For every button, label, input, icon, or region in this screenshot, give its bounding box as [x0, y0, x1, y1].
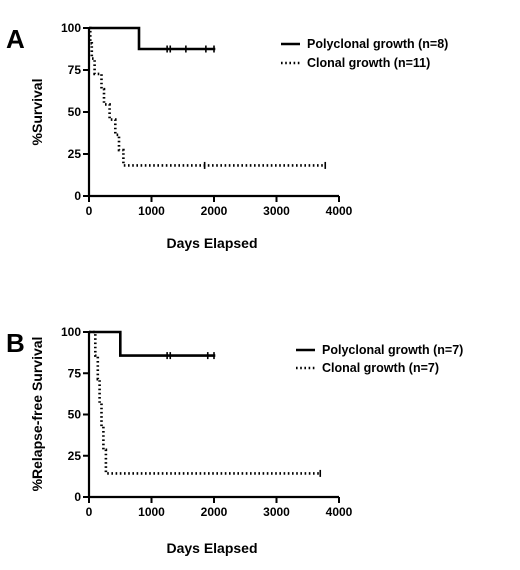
- y-tick-label-b: 0: [74, 490, 81, 504]
- series-line-polyclonal-b: [89, 330, 216, 357]
- x-tick-label-b: 2000: [201, 505, 228, 519]
- legend-label-clonal-a: Clonal growth (n=11): [307, 56, 430, 70]
- y-tick-label-b: 100: [61, 325, 81, 339]
- x-axis-title-b: Days Elapsed: [166, 540, 257, 556]
- legend-a: Polyclonal growth (n=8) Clonal growth (n…: [281, 37, 448, 70]
- panel-label-b: B: [6, 328, 25, 358]
- x-tick-label-a: 3000: [263, 204, 290, 218]
- y-tick-label-a: 75: [68, 63, 82, 77]
- y-axis-title-a: %Survival: [29, 79, 45, 146]
- legend-b: Polyclonal growth (n=7) Clonal growth (n…: [296, 343, 463, 375]
- x-tick-label-a: 0: [86, 204, 93, 218]
- x-tick-label-b: 1000: [138, 505, 165, 519]
- panel-b: B %Relapse-free Survival Days Elapsed 0 2…: [6, 325, 463, 556]
- legend-label-clonal-b: Clonal growth (n=7): [322, 361, 439, 375]
- legend-label-polyclonal-a: Polyclonal growth (n=8): [307, 37, 448, 51]
- x-tick-label-a: 4000: [326, 204, 353, 218]
- y-tick-label-b: 75: [68, 366, 82, 380]
- series-line-polyclonal-a: [89, 26, 216, 51]
- panel-label-a: A: [6, 24, 25, 54]
- legend-label-polyclonal-b: Polyclonal growth (n=7): [322, 343, 463, 357]
- series-line-clonal-b: [89, 330, 321, 475]
- y-tick-label-a: 0: [74, 189, 81, 203]
- y-tick-label-a: 50: [68, 105, 82, 119]
- plot-area-b: [89, 330, 322, 477]
- y-tick-label-a: 100: [61, 21, 81, 35]
- y-tick-label-b: 50: [68, 408, 82, 422]
- x-axis-title-a: Days Elapsed: [166, 235, 257, 251]
- x-tick-label-a: 1000: [138, 204, 165, 218]
- x-tick-label-b: 4000: [326, 505, 353, 519]
- plot-area-a: [89, 26, 327, 169]
- y-tick-label-a: 25: [68, 147, 82, 161]
- x-tick-label-a: 2000: [201, 204, 228, 218]
- x-tick-label-b: 0: [86, 505, 93, 519]
- x-tick-label-b: 3000: [263, 505, 290, 519]
- y-tick-label-b: 25: [68, 449, 82, 463]
- y-axis-title-b: %Relapse-free Survival: [29, 337, 45, 492]
